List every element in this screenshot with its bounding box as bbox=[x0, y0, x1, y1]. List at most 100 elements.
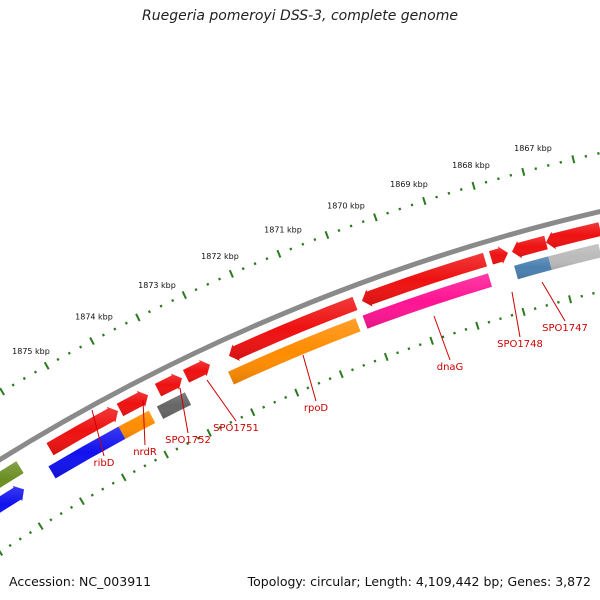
inner-scale-minor-dot bbox=[186, 441, 190, 446]
outer-scale-major-tick bbox=[135, 313, 141, 322]
outer-scale-minor-dot bbox=[33, 370, 38, 374]
dnaG-feature-shade bbox=[362, 273, 493, 329]
red-cds-shade bbox=[362, 252, 488, 307]
inner-scale-major-tick bbox=[163, 450, 169, 459]
gene-label: SPO1747 bbox=[542, 323, 588, 334]
outer-scale-minor-dot bbox=[11, 383, 15, 387]
outer-scale-minor-dot bbox=[124, 321, 128, 325]
gene-leader-line bbox=[511, 291, 521, 338]
nrdR-feature-shade bbox=[118, 410, 156, 439]
inner-scale-minor-dot bbox=[533, 307, 537, 311]
inner-scale-minor-dot bbox=[328, 377, 332, 381]
inner-scale-minor-dot bbox=[8, 543, 12, 548]
outer-scale-minor-dot bbox=[484, 180, 488, 184]
blue-feature-shade bbox=[0, 485, 24, 513]
inner-scale-minor-dot bbox=[373, 359, 377, 363]
inner-scale-minor-dot bbox=[240, 415, 244, 419]
outer-scale-minor-dot bbox=[349, 224, 353, 228]
inner-scale-minor-dot bbox=[418, 343, 422, 347]
gene-label: SPO1751 bbox=[213, 423, 259, 434]
outer-scale-minor-dot bbox=[289, 247, 293, 251]
inner-scale-minor-dot bbox=[90, 493, 94, 497]
outer-scale-major-tick bbox=[471, 181, 476, 190]
outer-scale-minor-dot bbox=[265, 257, 269, 261]
inner-scale-major-tick bbox=[120, 473, 127, 482]
scale-label: 1867 kbp bbox=[514, 144, 552, 153]
gene-leader-line bbox=[179, 387, 189, 434]
inner-scale-major-tick bbox=[475, 321, 480, 330]
inner-scale-minor-dot bbox=[218, 425, 222, 430]
gene-leader-line bbox=[433, 315, 451, 361]
outer-scale-major-tick bbox=[571, 155, 576, 164]
inner-scale-minor-dot bbox=[362, 363, 366, 367]
inner-scale-minor-dot bbox=[69, 505, 74, 509]
outer-scale-minor-dot bbox=[361, 220, 365, 224]
red-cds-shade bbox=[489, 246, 508, 265]
outer-scale-minor-dot bbox=[534, 167, 538, 171]
topology-text: Topology: circular; Length: 4,109,442 bp… bbox=[247, 574, 591, 589]
outer-scale-minor-dot bbox=[313, 238, 317, 242]
outer-scale-minor-dot bbox=[79, 345, 83, 349]
inner-scale-major-tick bbox=[429, 336, 434, 345]
gene-leader-line bbox=[206, 379, 237, 422]
feature-tracks bbox=[0, 222, 600, 513]
inner-scale-minor-dot bbox=[196, 436, 200, 440]
inner-scale-minor-dot bbox=[510, 313, 514, 317]
gene-leader-line bbox=[91, 409, 105, 457]
inner-scale-minor-dot bbox=[592, 291, 595, 295]
map-title: Ruegeria pomeroyi DSS-3, complete genome bbox=[142, 8, 458, 24]
inner-scale-minor-dot bbox=[487, 320, 491, 324]
gene-label: SPO1748 bbox=[497, 339, 543, 350]
gene-leader-line bbox=[142, 399, 146, 446]
inner-scale-minor-dot bbox=[464, 327, 468, 331]
inner-scale-minor-dot bbox=[580, 294, 584, 298]
red-cds-shade bbox=[229, 296, 358, 361]
gene-label: rpoD bbox=[304, 403, 329, 414]
outer-scale-minor-dot bbox=[147, 310, 151, 314]
red-cds-shade bbox=[182, 359, 210, 383]
outer-scale-minor-dot bbox=[206, 282, 210, 286]
red-cds-shade bbox=[46, 406, 118, 456]
inner-scale-minor-dot bbox=[132, 469, 136, 474]
scale-label: 1869 kbp bbox=[390, 180, 428, 189]
scale-label: 1868 kbp bbox=[452, 161, 490, 170]
scale-labels: 1875 kbp 1874 kbp 1873 kbp 1872 kbp 1871 kbp… bbox=[12, 144, 552, 356]
inner-scale-minor-dot bbox=[28, 530, 33, 535]
ribD-feature-shade bbox=[48, 426, 126, 479]
genome-backbone bbox=[0, 209, 600, 463]
outer-scale-minor-dot bbox=[113, 327, 117, 331]
inner-scale-major-tick bbox=[37, 522, 44, 531]
inner-scale-minor-dot bbox=[262, 405, 266, 409]
red-cds-shade bbox=[154, 373, 182, 397]
outer-scale-minor-dot bbox=[159, 304, 163, 308]
outer-scale-major-tick bbox=[276, 249, 282, 258]
red-cds-shade bbox=[546, 222, 600, 250]
outer-scale-minor-dot bbox=[584, 154, 588, 158]
olive-cds-shade bbox=[0, 461, 24, 488]
outer-scale-minor-dot bbox=[56, 357, 60, 362]
inner-scale-minor-dot bbox=[284, 395, 288, 399]
inner-scale-minor-dot bbox=[351, 368, 354, 372]
outer-scale-minor-dot bbox=[67, 351, 71, 355]
outer-scale-minor-dot bbox=[101, 333, 105, 337]
inner-scale-minor-dot bbox=[229, 420, 233, 424]
inner-scale-minor-dot bbox=[175, 447, 179, 451]
inner-scale-minor-dot bbox=[441, 335, 445, 339]
inner-scale-major-tick bbox=[521, 307, 526, 317]
outer-scale-minor-dot bbox=[337, 228, 341, 232]
scale-label: 1875 kbp bbox=[12, 347, 50, 356]
inner-scale-major-tick bbox=[0, 550, 4, 556]
inner-scale-minor-dot bbox=[453, 331, 456, 335]
scale-label: 1870 kbp bbox=[327, 202, 365, 211]
inner-scale-minor-dot bbox=[499, 317, 502, 321]
outer-scale-minor-dot bbox=[410, 203, 414, 207]
gene-label: SPO1752 bbox=[165, 435, 211, 446]
outer-scale-major-tick bbox=[89, 337, 95, 346]
inner-scale-major-tick bbox=[250, 408, 256, 417]
accession-text: Accession: NC_003911 bbox=[9, 574, 152, 589]
inner-scale-ticks bbox=[0, 291, 595, 556]
inner-scale-minor-dot bbox=[101, 487, 105, 491]
scale-label: 1874 kbp bbox=[75, 313, 113, 322]
